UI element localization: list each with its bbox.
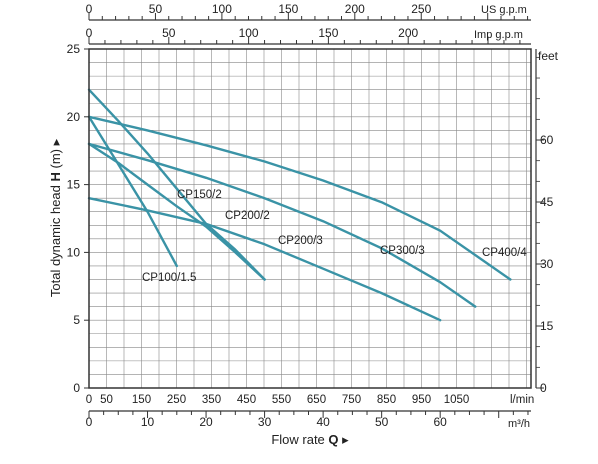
x-axis-title-part: Flow rate xyxy=(271,432,328,447)
x-m3h-tick-label: 10 xyxy=(141,415,155,429)
x-lmin-tick-label: 750 xyxy=(342,394,361,406)
curve-label: CP300/3 xyxy=(380,245,425,257)
top-imp-tick-label: 100 xyxy=(239,26,259,40)
curve-cp150-2 xyxy=(87,142,266,281)
right-tick-label: 15 xyxy=(540,319,554,333)
right-axis-unit: feet xyxy=(538,49,559,63)
curve-label: CP100/1.5 xyxy=(142,272,196,284)
y-tick-label: 25 xyxy=(67,42,81,56)
x-axis-title-part: ▸ xyxy=(339,432,350,447)
x-m3h-unit: m³/h xyxy=(508,418,530,430)
x-lmin-tick-label: 850 xyxy=(377,394,396,406)
x-axis-title: Flow rate Q ▸ xyxy=(271,432,349,447)
top-us-tick-label: 250 xyxy=(411,2,431,16)
curve-layer xyxy=(87,88,512,322)
top-us-tick-label: 0 xyxy=(86,2,93,16)
top-us-tick-label: 100 xyxy=(212,2,232,16)
x-lmin-tick-label: 0 xyxy=(86,394,92,406)
x-lmin-tick-label: 350 xyxy=(202,394,221,406)
grid-layer xyxy=(89,49,531,388)
right-tick-label: 30 xyxy=(540,257,554,271)
curve-cp200-2 xyxy=(87,88,266,281)
y-axis-title-part: Total dynamic head xyxy=(48,182,63,298)
curve-label: CP150/2 xyxy=(177,189,222,201)
x-m3h-tick-label: 30 xyxy=(258,415,272,429)
right-tick-label: 0 xyxy=(540,381,547,395)
curve-label: CP400/4 xyxy=(482,247,527,259)
curve-cp200-3 xyxy=(87,196,442,322)
curve-cp100-1-5 xyxy=(87,115,179,268)
y-axis-title-part: (m) xyxy=(48,149,63,172)
y-tick-label: 5 xyxy=(73,313,80,327)
curve-label: CP200/2 xyxy=(225,210,270,222)
x-m3h-tick-label: 20 xyxy=(199,415,213,429)
top-imp-tick-label: 150 xyxy=(318,26,338,40)
x-lmin-tick-label: 650 xyxy=(307,394,326,406)
y-tick-label: 0 xyxy=(73,381,80,395)
y-tick-label: 10 xyxy=(67,245,81,259)
curve-cp300-3 xyxy=(87,142,477,308)
y-axis-title-part: ▸ xyxy=(48,138,63,149)
right-tick-label: 60 xyxy=(540,133,554,147)
x-lmin-tick-label: 250 xyxy=(167,394,186,406)
top-us-unit: US g.p.m xyxy=(481,4,527,16)
top-us-tick-label: 200 xyxy=(345,2,365,16)
x-axis-title-part: Q xyxy=(328,432,338,447)
top-imp-tick-label: 50 xyxy=(162,26,176,40)
top-imp-tick-label: 0 xyxy=(86,26,93,40)
x-m3h-tick-label: 40 xyxy=(316,415,330,429)
top-imp-unit: Imp g.p.m xyxy=(474,29,523,41)
x-lmin-tick-label: 950 xyxy=(412,394,431,406)
plot-frame xyxy=(88,48,532,389)
x-lmin-tick-label: 450 xyxy=(237,394,256,406)
y-axis-title: Total dynamic head H (m) ▸ xyxy=(48,138,63,297)
x-lmin-tick-label: 150 xyxy=(132,394,151,406)
y-axis-title-part: H xyxy=(48,172,63,181)
x-lmin-tick-label: 1050 xyxy=(444,394,470,406)
x-lmin-unit: l/min xyxy=(510,394,534,406)
curve-cp400-4 xyxy=(87,115,512,281)
x-lmin-tick-label: 50 xyxy=(100,394,113,406)
y-tick-label: 20 xyxy=(67,110,81,124)
top-imp-tick-label: 200 xyxy=(398,26,418,40)
right-tick-label: 45 xyxy=(540,195,554,209)
x-m3h-tick-label: 0 xyxy=(86,415,93,429)
x-m3h-tick-label: 50 xyxy=(375,415,389,429)
y-tick-label: 15 xyxy=(67,178,81,192)
top-us-tick-label: 150 xyxy=(278,2,298,16)
top-us-tick-label: 50 xyxy=(149,2,163,16)
axis-layer xyxy=(84,13,544,418)
curve-label: CP200/3 xyxy=(278,235,323,247)
x-lmin-tick-label: 550 xyxy=(272,394,291,406)
x-m3h-tick-label: 60 xyxy=(434,415,448,429)
